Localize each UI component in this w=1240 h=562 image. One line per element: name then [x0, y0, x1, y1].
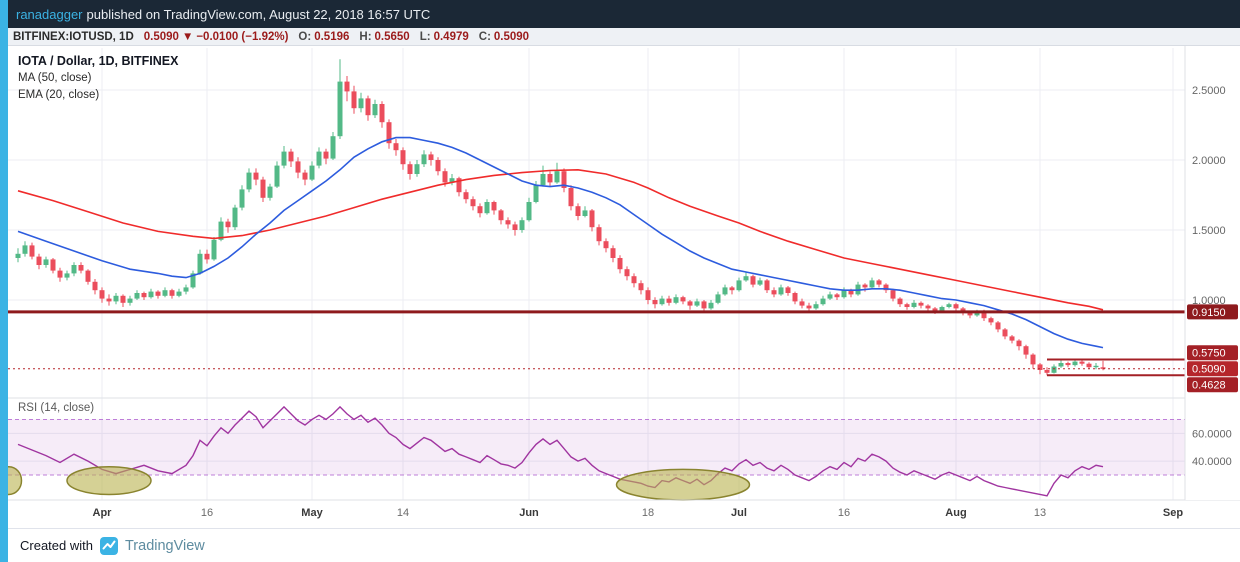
high-label: H:	[359, 30, 372, 43]
footer-bar: Created with TradingView	[8, 528, 1240, 562]
date-axis-label: Aug	[945, 507, 966, 519]
date-axis-label: 18	[642, 507, 654, 519]
current-price-badge	[1187, 361, 1238, 377]
change-down-arrow-icon: ▼	[181, 30, 194, 43]
created-with-text: Created with	[20, 538, 93, 553]
date-axis-label: May	[301, 507, 323, 519]
date-axis-label: 14	[397, 507, 409, 519]
date-axis[interactable]: Apr 16 May 14 Jun 18 Jul 16 Aug 13 Sep	[93, 507, 1184, 519]
low-label: L:	[419, 30, 431, 43]
price-chart-canvas[interactable]: 2.5000 2.0000 1.5000 1.0000 60.0000 40.0000 0.…	[0, 46, 1240, 528]
publish-info: published on TradingView.com, August 22,…	[86, 6, 431, 22]
symbol-label[interactable]: BITFINEX:IOTUSD, 1D	[13, 30, 134, 43]
level-price-badge	[1187, 345, 1238, 361]
close-label: C:	[478, 30, 491, 43]
svg-text:0.9150: 0.9150	[1192, 307, 1226, 319]
low-group: L: 0.4979	[420, 31, 469, 43]
level-price-badge	[1187, 304, 1238, 320]
quote-bar: BITFINEX:IOTUSD, 1D 0.5090 ▼ −0.0100 (−1…	[8, 28, 1240, 46]
rsi-band	[8, 418, 1185, 476]
svg-text:0.4628: 0.4628	[1192, 380, 1226, 392]
chart-pane[interactable]: 2.5000 2.0000 1.5000 1.0000 60.0000 40.0000 0.…	[0, 46, 1240, 528]
svg-text:0.5090: 0.5090	[1192, 364, 1226, 376]
brand-stripe	[0, 0, 8, 562]
ma50-line	[17, 168, 1104, 311]
publish-header: ranadagger published on TradingView.com,…	[8, 0, 1240, 28]
high-value: 0.5650	[374, 30, 410, 43]
price-axis-tick: 1.5000	[1192, 225, 1226, 237]
open-group: O: 0.5196	[298, 31, 349, 43]
date-axis-label: Jul	[731, 507, 747, 519]
last-price-group: 0.5090 ▼ −0.0100 (−1.92%)	[144, 31, 289, 43]
rsi-axis-tick: 60.0000	[1192, 428, 1232, 440]
date-axis-label: 16	[201, 507, 213, 519]
candles-layer	[15, 59, 1106, 376]
last-price: 0.5090	[143, 30, 179, 43]
date-axis-label: Sep	[1163, 507, 1183, 519]
tradingview-logo-icon[interactable]	[99, 536, 118, 555]
price-axis-tick: 1.0000	[1192, 295, 1226, 307]
highlight-ellipse	[615, 468, 751, 501]
svg-text:0.5750: 0.5750	[1192, 348, 1226, 360]
price-levels-layer	[8, 310, 1185, 377]
price-axis-tick: 2.0000	[1192, 155, 1226, 167]
rsi-axis-tick: 40.0000	[1192, 456, 1232, 468]
price-change: −0.0100 (−1.92%)	[196, 30, 289, 43]
highlight-ellipse	[66, 465, 152, 496]
date-axis-label: 16	[838, 507, 850, 519]
ema20-line	[17, 136, 1104, 349]
date-axis-label: Apr	[93, 507, 113, 519]
low-value: 0.4979	[433, 30, 469, 43]
rsi-line	[17, 405, 1104, 497]
open-value: 0.5196	[314, 30, 350, 43]
author-username[interactable]: ranadagger	[16, 6, 83, 22]
high-group: H: 0.5650	[359, 31, 409, 43]
level-price-badge	[1187, 377, 1238, 393]
open-label: O:	[298, 30, 312, 43]
close-value: 0.5090	[493, 30, 530, 43]
date-axis-label: 13	[1034, 507, 1046, 519]
close-group: C: 0.5090	[479, 31, 529, 43]
date-axis-label: Jun	[519, 507, 539, 519]
price-axis[interactable]: 2.5000 2.0000 1.5000 1.0000 60.0000 40.0000 0.…	[1184, 46, 1240, 500]
price-axis-tick: 2.5000	[1192, 85, 1226, 97]
tradingview-wordmark[interactable]: TradingView	[124, 537, 205, 554]
